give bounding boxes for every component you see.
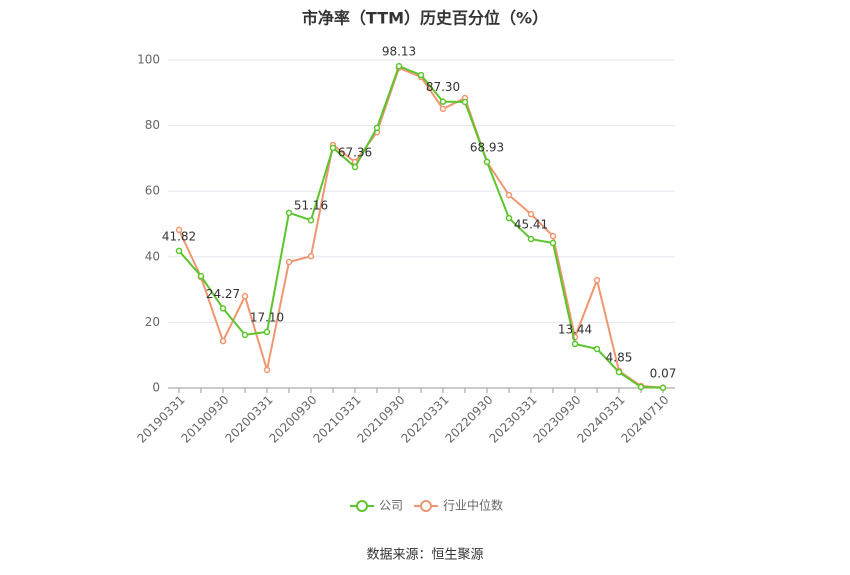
- legend-label: 行业中位数: [443, 498, 503, 513]
- point: [285, 258, 293, 266]
- legend-marker: [420, 500, 432, 512]
- value-label: 51.16: [294, 199, 328, 213]
- y-tick-label: 60: [145, 184, 160, 198]
- point: [175, 226, 183, 234]
- value-label: 13.44: [558, 322, 592, 336]
- chart-title: 市净率（TTM）历史百分位（%）: [302, 9, 548, 28]
- y-tick-label: 20: [145, 315, 160, 329]
- point: [549, 239, 557, 247]
- point: [395, 62, 403, 70]
- point: [439, 98, 447, 105]
- value-label: 4.85: [606, 351, 633, 365]
- point: [307, 216, 315, 224]
- point: [175, 247, 183, 255]
- value-label: 67.36: [338, 146, 372, 160]
- value-label: 45.41: [514, 218, 548, 232]
- point: [219, 305, 227, 312]
- point: [417, 71, 425, 79]
- point: [659, 384, 667, 392]
- legend-item[interactable]: 行业中位数: [414, 498, 503, 513]
- point: [483, 158, 491, 166]
- source: 数据来源：恒生聚源: [366, 548, 483, 563]
- point: [637, 383, 645, 391]
- point: [461, 98, 469, 106]
- point: [549, 232, 557, 240]
- y-tick-label: 100: [137, 53, 160, 67]
- value-label: 24.27: [206, 287, 240, 301]
- value-label: 87.30: [426, 80, 460, 94]
- point: [263, 366, 271, 374]
- value-label: 17.10: [250, 310, 284, 324]
- point: [285, 209, 293, 217]
- point: [505, 214, 513, 222]
- value-label: 41.82: [162, 229, 196, 243]
- point: [505, 191, 513, 199]
- y-tick-label: 40: [145, 249, 160, 263]
- y-tick-label: 0: [152, 381, 160, 395]
- point: [241, 331, 249, 339]
- point: [571, 340, 579, 348]
- point: [263, 328, 271, 336]
- x-tick-label: 20240710: [619, 393, 672, 446]
- y-tick-label: 80: [145, 118, 160, 132]
- point: [373, 124, 381, 132]
- point: [439, 105, 447, 113]
- point: [527, 210, 535, 218]
- point: [241, 292, 249, 300]
- point: [197, 272, 205, 280]
- point: [527, 235, 535, 243]
- point: [307, 252, 315, 260]
- legend-marker: [356, 500, 368, 512]
- value-label: 0.07: [650, 366, 677, 380]
- legend-item[interactable]: 公司: [350, 499, 403, 513]
- value-label: 98.13: [382, 45, 416, 59]
- series-line: [178, 66, 664, 389]
- legend-label: 公司: [379, 499, 403, 513]
- point: [593, 345, 601, 353]
- series-line: [178, 64, 664, 389]
- point: [615, 368, 623, 376]
- point: [351, 163, 359, 171]
- value-label: 68.93: [470, 140, 504, 154]
- point: [593, 276, 601, 284]
- point: [219, 337, 227, 345]
- point: [329, 144, 337, 152]
